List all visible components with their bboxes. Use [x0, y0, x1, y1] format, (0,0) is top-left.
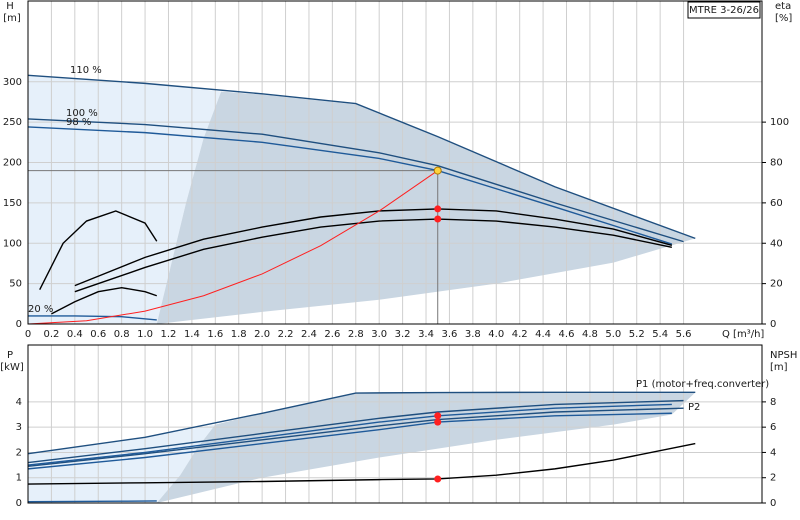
y2-tick-label: 80: [770, 158, 783, 169]
y-axis-label: [m]: [3, 13, 21, 24]
x-tick-label: 1.0: [137, 329, 153, 340]
curve: [27, 170, 439, 325]
curve: [27, 407, 684, 468]
x-tick-label: 4.0: [488, 329, 504, 340]
curve: [27, 118, 684, 243]
plot: [27, 0, 766, 325]
x-tick-label: 0: [25, 329, 31, 340]
y-tick-label: 100: [3, 238, 22, 249]
x-tick-label: 1.8: [231, 329, 247, 340]
curve-label: 98 %: [66, 117, 91, 128]
y2-tick-label: 20: [770, 279, 783, 290]
plot: [27, 344, 766, 504]
curve: [27, 391, 696, 455]
curve-label: 100 %: [66, 108, 98, 119]
x-tick-label: 5.2: [629, 329, 645, 340]
y-tick-label: 50: [9, 279, 22, 290]
y2-axis-label: [m]: [770, 362, 788, 373]
y2-tick-label: 40: [770, 238, 783, 249]
x-tick-label: 3.2: [395, 329, 411, 340]
x-tick-label: 0.4: [67, 329, 83, 340]
y-tick-label: 0: [16, 498, 22, 509]
curve: [39, 210, 158, 290]
legend-box: [687, 1, 761, 19]
legend-text: MTRE 3-26/26: [689, 5, 759, 16]
plot-frame: [27, 344, 763, 504]
operating-point: [434, 205, 442, 213]
operating-region: [28, 75, 222, 324]
y2-tick-label: 100: [770, 117, 789, 128]
curve: [27, 399, 684, 464]
operating-point: [434, 215, 442, 223]
x-tick-label: 0.8: [114, 329, 130, 340]
x-tick-label: 2.2: [278, 329, 294, 340]
curve: [27, 126, 673, 245]
plot-frame: [27, 0, 763, 325]
x-tick-label: 3.8: [465, 329, 481, 340]
y-tick-label: 0: [16, 319, 22, 330]
y-tick-label: 1: [16, 473, 22, 484]
x-tick-label: 2.6: [324, 329, 340, 340]
y-tick-label: 4: [16, 397, 22, 408]
x-tick-label: 4.2: [512, 329, 528, 340]
x-axis-label: Q [m³/h]: [722, 329, 764, 340]
y2-axis-label: NPSH: [770, 350, 797, 361]
operating-point: [434, 475, 442, 483]
curve: [27, 403, 672, 466]
curve: [74, 218, 673, 293]
y-tick-label: 300: [3, 77, 22, 88]
x-tick-label: 1.4: [184, 329, 200, 340]
y2-tick-label: 60: [770, 198, 783, 209]
curve: [27, 500, 157, 503]
x-tick-label: 0.6: [90, 329, 106, 340]
curve-label: P2: [688, 402, 700, 413]
y2-tick-label: 6: [770, 422, 776, 433]
y-axis-label: [kW]: [0, 362, 24, 373]
x-tick-label: 5.0: [605, 329, 621, 340]
x-tick-label: 5.6: [676, 329, 692, 340]
curve: [51, 286, 158, 315]
x-tick-label: 4.4: [535, 329, 551, 340]
x-tick-label: 3.0: [371, 329, 387, 340]
curve-label: 20 %: [28, 304, 53, 315]
x-tick-label: 4.6: [559, 329, 575, 340]
y-tick-label: 2: [16, 447, 22, 458]
y2-tick-label: 4: [770, 447, 776, 458]
operating-point: [434, 418, 442, 426]
curve-label: P1 (motor+freq.converter): [636, 379, 769, 390]
operating-point: [434, 412, 442, 420]
x-tick-label: 2.4: [301, 329, 317, 340]
curve: [28, 315, 157, 321]
y2-tick-label: 2: [770, 473, 776, 484]
x-tick-label: 2.0: [254, 329, 270, 340]
x-tick-label: 5.4: [652, 329, 668, 340]
y-tick-label: 150: [3, 198, 22, 209]
y2-axis-label: eta: [775, 1, 791, 12]
x-tick-label: 2.8: [348, 329, 364, 340]
x-tick-label: 0.2: [43, 329, 59, 340]
y2-tick-label: 0: [770, 319, 776, 330]
y-axis-label: P: [7, 350, 13, 361]
x-tick-label: 1.6: [207, 329, 223, 340]
x-tick-label: 3.6: [441, 329, 457, 340]
y2-tick-label: 0: [770, 498, 776, 509]
curve: [27, 74, 696, 240]
y2-tick-label: 8: [770, 397, 776, 408]
curve: [27, 412, 672, 470]
operating-point: [433, 166, 442, 175]
y-tick-label: 200: [3, 158, 22, 169]
curve-label: 110 %: [70, 65, 102, 76]
y-tick-label: 250: [3, 117, 22, 128]
y-tick-label: 3: [16, 422, 22, 433]
x-tick-label: 3.4: [418, 329, 434, 340]
y2-axis-label: [%]: [775, 13, 792, 24]
y-axis-label: H: [6, 1, 14, 12]
x-tick-label: 1.2: [161, 329, 177, 340]
x-tick-label: 4.8: [582, 329, 598, 340]
